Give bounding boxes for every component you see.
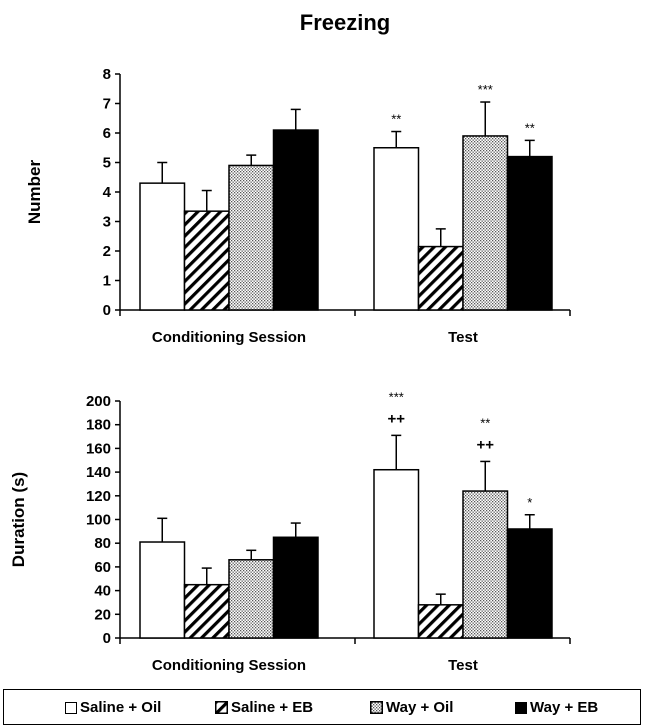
bar [228,164,275,311]
y-tick-label: 120 [86,488,111,505]
y-axis-label: Number [25,160,44,225]
y-tick-label: 60 [94,559,111,576]
legend-label: Way + EB [530,699,599,716]
legend: Saline + Oil Saline + EB Way + Oil Way +… [3,689,641,725]
y-tick-label: 180 [86,417,111,434]
y-tick-label: 40 [94,583,111,600]
bar [462,135,509,311]
legend-item-way-eb: Way + EB [515,699,598,716]
significance-label: ** [525,120,535,135]
legend-label: Saline + EB [231,699,314,716]
freezing-figure: Freezing 0 1 2 3 4 5 6 7 8 Number Conditioning Ses… [9,10,571,674]
y-tick-label: 4 [103,184,112,201]
x-category-label: Conditioning Session [152,329,306,346]
y-tick-label: 1 [103,273,111,290]
bar [183,583,230,639]
y-tick-label: 6 [103,125,111,142]
y-tick-label: 200 [86,393,111,410]
y-tick-label: 80 [94,535,111,552]
bar [373,147,420,311]
x-category-label: Conditioning Session [152,657,306,674]
y-tick-label: 3 [103,214,111,231]
y-tick-label: 0 [103,302,111,319]
significance-label: ++ [387,410,405,427]
number-chart: 0 1 2 3 4 5 6 7 8 Number Conditioning Session Test *… [25,66,571,346]
y-tick-label: 8 [103,66,111,83]
y-tick-label: 0 [103,630,111,647]
bar [272,536,319,639]
bar [139,541,186,639]
legend-item-saline-oil: Saline + Oil [65,699,161,716]
y-tick-label: 7 [103,96,111,113]
bar [506,155,553,311]
bar [462,490,509,639]
x-category-label: Test [448,329,478,346]
duration-chart: 0 20 40 60 80 100 120 140 160 180 200 Duration (s) C… [9,389,571,674]
y-tick-label: 20 [94,606,111,623]
significance-label: *** [478,82,493,97]
bar [506,528,553,639]
black-swatch-icon [515,701,527,714]
bar [373,468,420,639]
x-category-label: Test [448,657,478,674]
legend-item-saline-eb: Saline + EB [215,699,313,716]
y-tick-label: 5 [103,155,111,172]
legend-label: Saline + Oil [80,699,162,716]
dots-swatch-icon [370,701,383,714]
y-tick-label: 140 [86,464,111,481]
significance-label: ** [480,415,490,430]
y-tick-label: 2 [103,243,111,260]
significance-label: * [527,495,532,510]
hatch-swatch-icon [215,701,228,714]
y-tick-label: 160 [86,440,111,457]
legend-label: Way + Oil [386,699,454,716]
chart-title: Freezing [300,10,390,35]
bar [417,604,464,639]
legend-item-way-oil: Way + Oil [370,699,453,716]
white-swatch-icon [65,701,77,714]
bar [139,182,186,311]
bar [417,245,464,311]
significance-label: ++ [476,436,494,453]
y-axis-label: Duration (s) [9,472,28,567]
bar [183,210,230,311]
bar [228,559,275,639]
bar [272,129,319,311]
y-tick-label: 100 [86,512,111,529]
significance-label: *** [389,389,404,404]
significance-label: ** [391,112,401,127]
